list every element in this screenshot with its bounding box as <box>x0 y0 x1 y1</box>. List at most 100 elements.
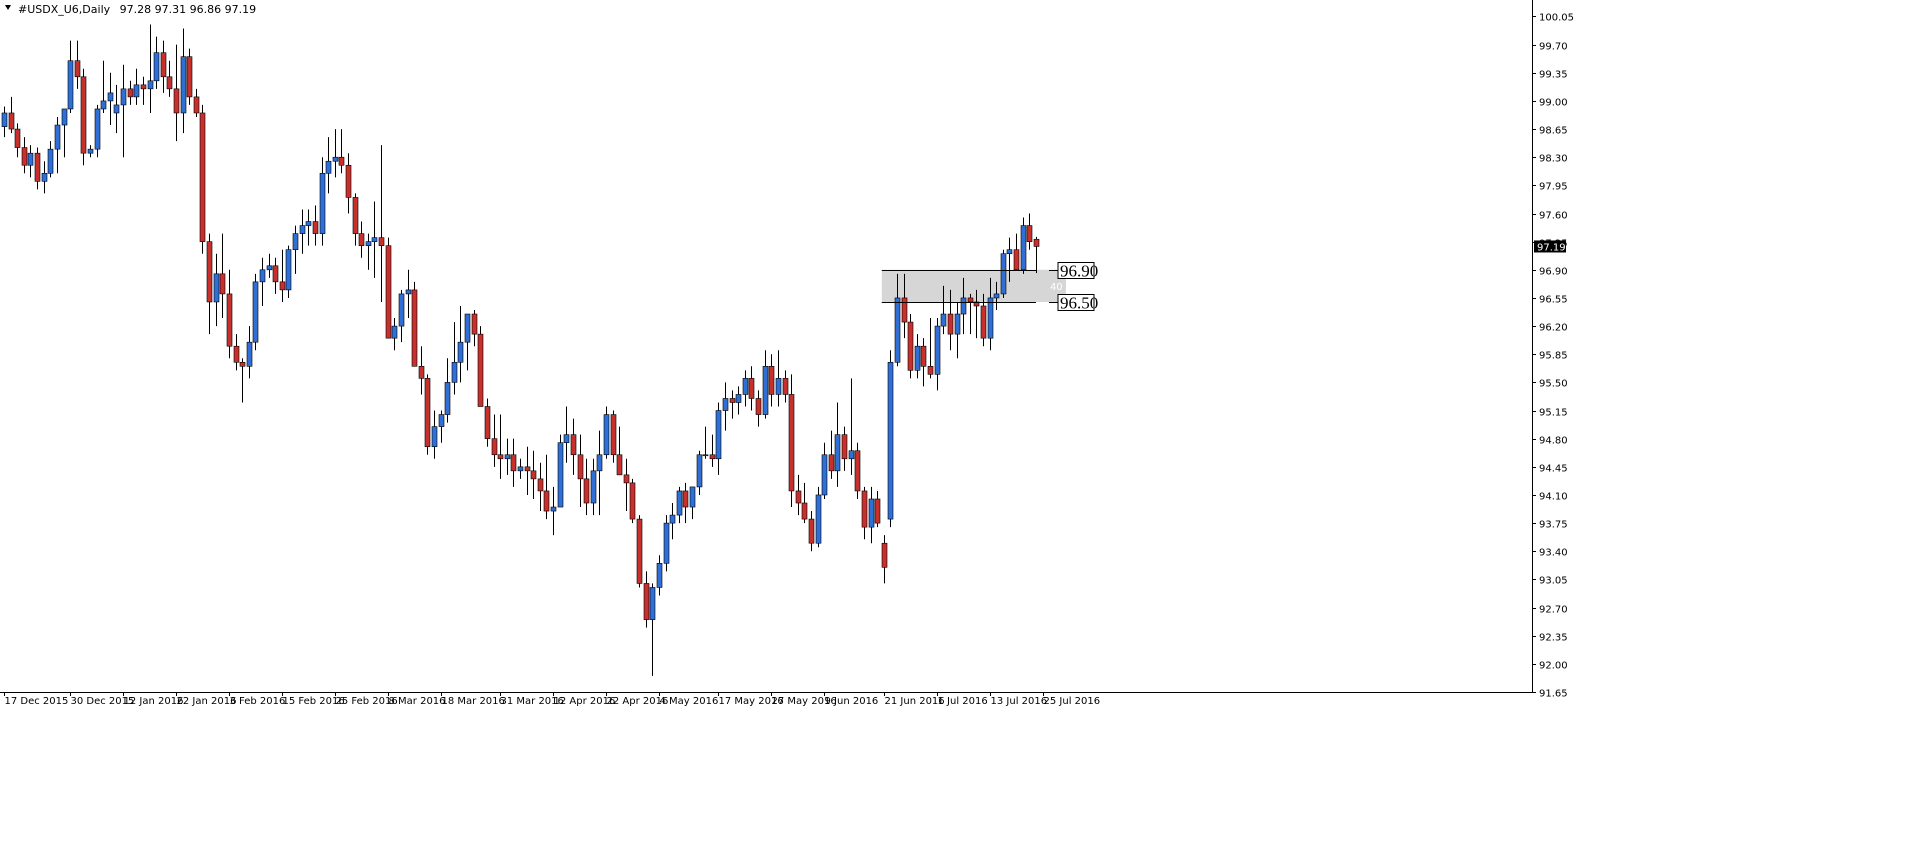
candle-body <box>570 434 577 456</box>
candle <box>391 318 398 351</box>
candle <box>21 137 28 174</box>
candle-body <box>993 293 1000 299</box>
candle-body <box>153 52 160 82</box>
candle <box>292 225 299 274</box>
candle-body <box>517 466 524 472</box>
candle-body <box>848 450 855 460</box>
level-label-box <box>1057 262 1095 279</box>
candle-body <box>788 394 795 492</box>
candle-body <box>524 466 531 472</box>
time-tick-label: 3 Feb 2016 <box>230 696 286 707</box>
candle <box>570 418 577 475</box>
candle <box>186 48 193 105</box>
candle <box>795 474 802 516</box>
candle <box>848 378 855 475</box>
price-tick-label: 92.00 <box>1539 661 1568 672</box>
time-tick-label: 30 Dec 2015 <box>71 696 135 707</box>
candle-body <box>299 225 306 234</box>
candle <box>259 257 266 306</box>
time-tick-label: 12 Jan 2016 <box>124 696 184 707</box>
candle <box>603 406 610 459</box>
candle <box>431 410 438 459</box>
candle-body <box>742 378 749 395</box>
caret-down-icon[interactable] <box>5 5 11 10</box>
price-levels: 96.90 96.50 <box>881 262 1098 313</box>
candle <box>682 482 689 524</box>
level-label: 96.50 <box>1060 294 1098 313</box>
candle-body <box>649 587 656 620</box>
candle <box>153 36 160 89</box>
candle-body <box>259 269 266 283</box>
candle <box>742 370 749 407</box>
candle-body <box>405 289 412 295</box>
candle-body <box>166 76 173 90</box>
candle-body <box>914 345 921 371</box>
chart-header: #USDX_U6,Daily 97.28 97.31 96.86 97.19 <box>5 3 256 16</box>
candle <box>100 60 107 113</box>
candle-body <box>603 414 610 456</box>
candle <box>1013 233 1020 271</box>
time-tick-label: 15 Feb 2016 <box>283 696 345 707</box>
candle-body <box>762 366 769 415</box>
candle <box>715 402 722 475</box>
candle-body <box>623 474 630 484</box>
time-tick-label: 13 Jul 2016 <box>991 696 1048 707</box>
candle <box>457 305 464 383</box>
price-axis[interactable]: 100.05 99.70 99.35 99.00 98.65 98.30 97.95 97.6… <box>1532 13 1574 700</box>
candle-body <box>1013 249 1020 271</box>
candle-body <box>424 378 431 448</box>
candle-body <box>100 100 107 110</box>
candle <box>226 269 233 359</box>
candle <box>107 72 114 126</box>
candle-body <box>87 148 94 154</box>
candle <box>669 503 676 540</box>
candle-body <box>702 454 709 457</box>
candle-body <box>193 96 200 114</box>
candle <box>649 583 656 676</box>
price-tick-label: 93.05 <box>1539 576 1568 587</box>
time-tick-label: 25 Feb 2016 <box>336 696 398 707</box>
candle <box>312 205 319 246</box>
candle-body <box>74 60 81 78</box>
candle <box>358 221 365 258</box>
candle-body <box>709 454 716 460</box>
candle-body <box>735 394 742 403</box>
candle-body <box>61 108 68 126</box>
time-tick-label: 22 Jan 2016 <box>177 696 237 707</box>
candle-body <box>954 313 961 335</box>
candle <box>345 153 352 214</box>
candle-body <box>755 398 762 415</box>
candle <box>213 253 220 327</box>
support-zone[interactable]: 40 <box>881 269 1066 302</box>
candle-body <box>319 172 326 234</box>
candle <box>801 482 808 524</box>
zone-rectangle[interactable] <box>881 269 1066 302</box>
candle <box>577 434 584 508</box>
candle <box>471 310 478 347</box>
price-tick-label: 93.75 <box>1539 520 1568 531</box>
candle <box>34 147 41 190</box>
candle-body <box>345 164 352 198</box>
price-tick-label: 100.05 <box>1539 13 1574 24</box>
candle-body <box>663 522 670 564</box>
candle-body <box>497 454 504 460</box>
candle-body <box>292 233 299 250</box>
candle-body <box>557 442 564 508</box>
candle <box>332 129 339 178</box>
candle <box>543 454 550 520</box>
candle <box>199 104 206 254</box>
candle <box>887 350 894 528</box>
candle <box>497 414 504 479</box>
level-label-box <box>1057 294 1095 311</box>
candle <box>180 28 187 134</box>
candle <box>491 414 498 467</box>
candle <box>464 313 471 371</box>
candle <box>934 318 941 391</box>
candle-body <box>987 297 994 339</box>
candle-body <box>577 454 584 480</box>
candle-body <box>365 241 372 246</box>
candle <box>252 273 259 351</box>
candle-body <box>543 490 550 512</box>
